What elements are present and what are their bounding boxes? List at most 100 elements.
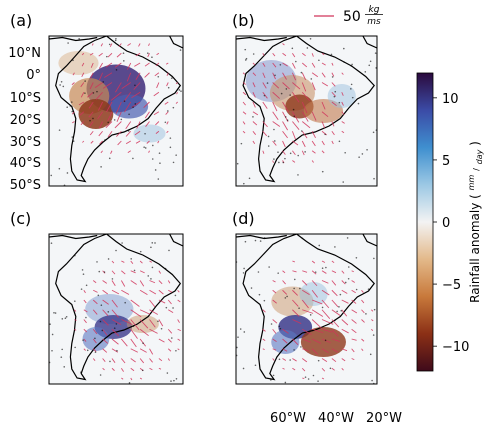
flux-vector: [102, 319, 109, 326]
flux-vector: [89, 52, 94, 56]
flux-vector: [120, 280, 126, 287]
significance-dot: [111, 278, 114, 280]
reference-value: 50: [343, 9, 361, 25]
significance-dot: [167, 86, 170, 89]
significance-dot: [336, 310, 338, 313]
flux-vector: [331, 348, 339, 353]
coastline: [169, 36, 183, 49]
flux-vector: [121, 260, 125, 263]
significance-dot: [351, 63, 353, 66]
flux-vector: [321, 121, 326, 129]
flux-vector: [158, 338, 165, 343]
significance-dot: [99, 320, 102, 323]
significance-dot: [157, 320, 159, 323]
flux-vector: [301, 91, 310, 101]
significance-dot: [92, 117, 94, 120]
flux-vector: [292, 358, 297, 362]
colorbar-open-paren: (: [468, 194, 482, 199]
flux-vector: [143, 101, 150, 108]
significance-dot: [367, 288, 370, 290]
flux-vector: [71, 82, 75, 86]
flux-vector: [130, 280, 137, 285]
flux-vector: [95, 91, 103, 100]
significance-dot: [257, 271, 260, 273]
significance-dot: [180, 90, 182, 92]
flux-vector: [149, 328, 158, 334]
significance-dot: [338, 140, 341, 143]
flux-vector: [341, 111, 345, 115]
flux-vector: [130, 309, 142, 318]
significance-dot: [346, 237, 349, 239]
flux-vector: [72, 121, 75, 124]
significance-dot: [236, 162, 239, 165]
significance-dot: [62, 85, 65, 88]
flux-vector: [89, 121, 94, 127]
significance-dot: [49, 323, 51, 325]
flux-vector: [167, 338, 172, 343]
flux-vector: [135, 140, 141, 144]
flux-vector: [262, 72, 266, 79]
flux-vector: [301, 280, 308, 286]
significance-dot: [266, 82, 269, 84]
significance-dot: [169, 137, 172, 139]
flux-vector: [282, 348, 288, 352]
significance-dot: [298, 307, 300, 309]
flux-vector: [301, 111, 309, 122]
flux-vector: [262, 150, 265, 154]
significance-dot: [175, 377, 178, 380]
flux-vector: [127, 150, 131, 153]
panel-frame: [48, 35, 184, 187]
flux-vector: [130, 358, 136, 363]
flux-vector: [301, 150, 305, 156]
flux-vector: [139, 270, 145, 274]
significance-dot: [344, 281, 347, 284]
flux-vector: [311, 53, 314, 57]
flux-vector: [102, 367, 105, 371]
significance-dot: [267, 145, 270, 147]
significance-dot: [343, 61, 346, 63]
colorbar-tick-label: 5: [442, 154, 450, 169]
flux-vector: [301, 121, 311, 129]
significance-dot: [355, 288, 358, 291]
significance-dot: [61, 348, 63, 351]
significance-dot: [244, 59, 247, 61]
significance-dot: [243, 267, 245, 270]
coastline: [55, 234, 182, 381]
flux-vector: [321, 338, 331, 344]
significance-dot: [134, 84, 136, 87]
flux-vector: [111, 348, 119, 353]
significance-dot: [123, 100, 126, 102]
coastline: [49, 36, 98, 42]
flux-vector: [81, 72, 85, 78]
flux-vector: [92, 309, 98, 315]
colorbar-ticks: 10 5 0 −5 −10: [433, 92, 469, 355]
significance-dot: [243, 331, 246, 333]
significance-dot: [279, 327, 282, 330]
significance-dot: [132, 157, 134, 160]
significance-dot: [369, 60, 372, 63]
flux-vector: [321, 62, 326, 66]
flux-vector: [272, 52, 276, 57]
flux-vector: [351, 309, 358, 314]
flux-vector: [92, 280, 97, 284]
flux-vector: [341, 358, 346, 362]
significance-dot: [279, 63, 282, 66]
flux-vector: [98, 130, 103, 137]
flux-vector: [139, 348, 147, 353]
flux-vector: [351, 328, 357, 334]
significance-dot: [82, 339, 84, 341]
significance-dot: [58, 129, 61, 131]
significance-dot: [318, 244, 321, 247]
significance-dot: [371, 379, 373, 382]
flux-vector: [166, 121, 169, 125]
significance-dot: [330, 53, 333, 56]
flux-vector: [292, 289, 298, 296]
significance-dot: [80, 371, 82, 374]
significance-dot: [317, 359, 320, 362]
flux-vector: [121, 270, 126, 275]
flux-vector: [331, 91, 337, 97]
flux-vector: [166, 82, 169, 87]
flux-vector: [321, 299, 330, 309]
colorbar-unit-slash: /: [472, 168, 481, 171]
flux-vector: [167, 358, 170, 361]
